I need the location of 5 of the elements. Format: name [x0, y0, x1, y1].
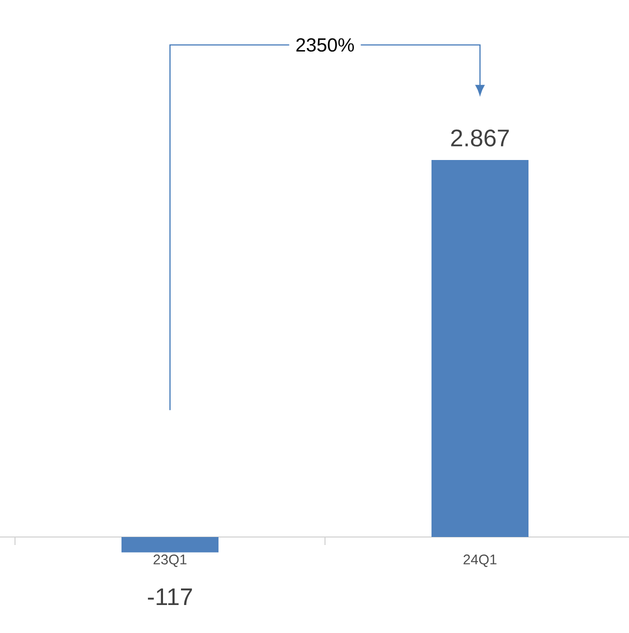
x-tick-label: 23Q1 — [154, 554, 186, 567]
data-label: -117 — [148, 588, 192, 606]
x-tick-label: 24Q1 — [464, 554, 496, 567]
text: 2350% — [296, 38, 354, 52]
data-label: 2.867 — [451, 129, 509, 146]
